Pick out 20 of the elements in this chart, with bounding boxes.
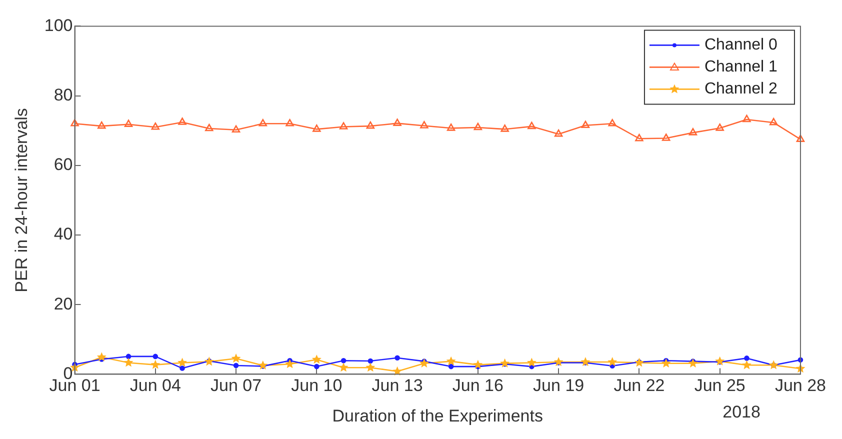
- y-tick-label: 100: [44, 16, 73, 35]
- y-tick-label: 60: [54, 155, 73, 174]
- legend-label: Channel 1: [704, 58, 778, 76]
- x-tick-label: Jun 19: [533, 376, 584, 396]
- x-tick-label: Jun 28: [774, 376, 826, 396]
- text: 2018: [722, 402, 760, 422]
- legend-label: Channel 0: [704, 36, 778, 54]
- y-tick-label: 40: [54, 224, 73, 244]
- x-axis-title: Duration of the Experiments: [332, 406, 543, 426]
- x-tick-label: Jun 16: [452, 376, 504, 396]
- y-axis-title: PER in 24-hour intervals: [12, 108, 31, 292]
- x-tick-label: Jun 25: [694, 376, 746, 396]
- y-tick-label: 20: [54, 294, 73, 314]
- y-tick-label: 80: [54, 85, 73, 104]
- legend-label: Channel 2: [704, 80, 778, 98]
- x-tick-label: Jun 22: [614, 376, 665, 396]
- x-tick-label: Jun 04: [130, 376, 181, 396]
- x-tick-label: Jun 13: [372, 376, 423, 396]
- x-tick-label: Jun 10: [291, 376, 342, 396]
- x-tick-label: Jun 07: [210, 376, 262, 396]
